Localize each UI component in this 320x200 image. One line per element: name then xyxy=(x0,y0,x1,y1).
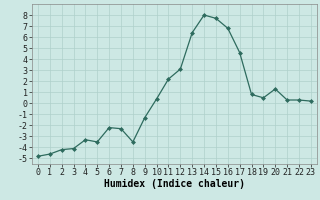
X-axis label: Humidex (Indice chaleur): Humidex (Indice chaleur) xyxy=(104,179,245,189)
